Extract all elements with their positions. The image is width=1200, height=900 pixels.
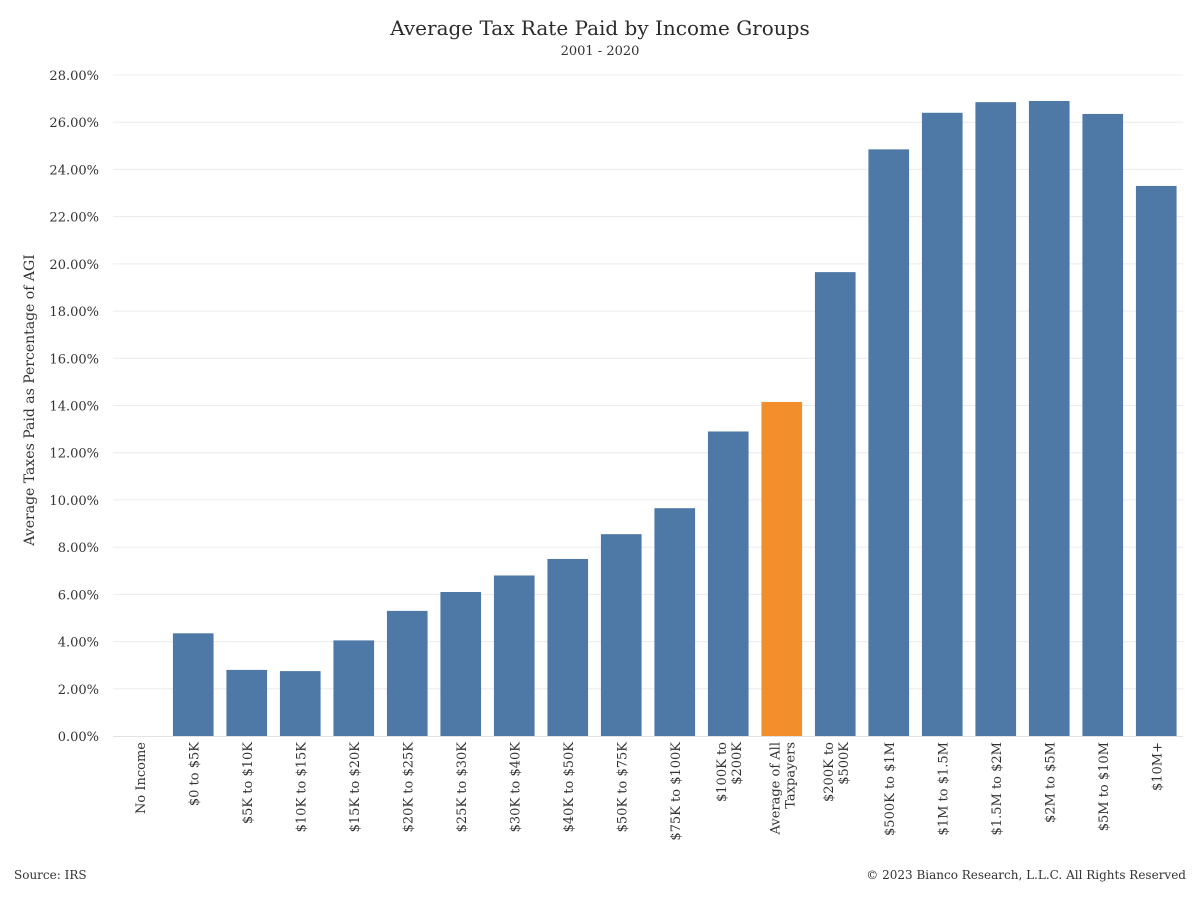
bar <box>172 633 214 736</box>
y-tick-label: 8.00% <box>58 541 99 556</box>
bar <box>333 640 375 736</box>
x-tick-label: $100K to <box>715 742 730 802</box>
y-tick-label: 6.00% <box>58 588 99 603</box>
x-tick-label: No Income <box>134 742 149 814</box>
bar <box>547 558 589 736</box>
x-tick-label: $5K to $10K <box>241 742 256 824</box>
y-tick-label: 18.00% <box>49 305 99 320</box>
chart-title: Average Tax Rate Paid by Income Groups <box>390 16 810 40</box>
y-tick-label: 2.00% <box>58 683 99 698</box>
bar <box>386 610 428 736</box>
y-tick-label: 26.00% <box>49 116 99 131</box>
bar <box>1082 113 1124 736</box>
x-tick-label: $200K to <box>822 742 837 802</box>
bar <box>600 534 642 736</box>
x-tick-label: $20K to $25K <box>401 742 416 833</box>
bar <box>868 149 910 737</box>
bar <box>226 669 268 736</box>
x-tick-label: $5M to $10M <box>1097 742 1112 831</box>
y-tick-label: 24.00% <box>49 163 99 178</box>
bar-highlight <box>761 401 803 736</box>
y-axis-title: Average Taxes Paid as Percentage of AGI <box>22 254 38 546</box>
y-tick-label: 12.00% <box>49 447 99 462</box>
x-tick-label: $0 to $5K <box>187 742 202 806</box>
y-tick-label: 4.00% <box>58 636 99 651</box>
y-tick-label: 0.00% <box>58 730 99 745</box>
y-axis-ticks: 0.00% 2.00% 4.00% 6.00% 8.00% 10.00% 12.00% 14.… <box>49 69 99 745</box>
x-tick-label: $50K to $75K <box>615 742 630 833</box>
x-tick-label: $2M to $5M <box>1043 742 1058 823</box>
y-tick-label: 10.00% <box>49 494 99 509</box>
x-tick-label: $500K <box>837 742 852 785</box>
y-tick-label: 14.00% <box>49 400 99 415</box>
x-tick-label: Taxpayers <box>783 742 798 809</box>
x-tick-label: $500K to $1M <box>883 742 898 836</box>
x-tick-label: $1M to $1.5M <box>936 742 951 835</box>
x-tick-label: $30K to $40K <box>508 742 523 833</box>
x-tick-label: $1.5M to $2M <box>990 742 1005 835</box>
y-tick-label: 22.00% <box>49 211 99 226</box>
y-tick-label: 16.00% <box>49 352 99 367</box>
x-tick-label: $40K to $50K <box>562 742 577 833</box>
gridlines <box>113 74 1183 737</box>
x-tick-label: $10K to $15K <box>294 742 309 833</box>
x-tick-label: $25K to $30K <box>455 742 470 833</box>
bar <box>493 575 535 736</box>
bar <box>1135 185 1177 737</box>
chart-subtitle: 2001 - 2020 <box>560 44 640 59</box>
bar <box>654 508 696 736</box>
bar <box>975 102 1017 737</box>
y-tick-label: 28.00% <box>49 69 99 84</box>
source-note: Source: IRS <box>14 868 87 882</box>
y-tick-label: 20.00% <box>49 258 99 273</box>
x-tick-label: $10M+ <box>1150 742 1165 791</box>
bars <box>172 100 1177 737</box>
x-tick-label: $75K to $100K <box>669 742 684 841</box>
copyright-note: © 2023 Bianco Research, L.L.C. All Right… <box>866 868 1186 882</box>
x-tick-label: $200K <box>730 742 745 785</box>
bar <box>814 272 856 736</box>
bar <box>279 671 321 736</box>
x-axis-labels: No Income $0 to $5K $5K to $10K $10K to $15… <box>134 742 1166 841</box>
bar <box>707 431 749 736</box>
bar <box>921 112 963 737</box>
bar <box>1028 100 1070 737</box>
x-tick-label: Average of All <box>768 742 783 836</box>
x-tick-label: $15K to $20K <box>348 742 363 833</box>
bar <box>440 591 482 736</box>
